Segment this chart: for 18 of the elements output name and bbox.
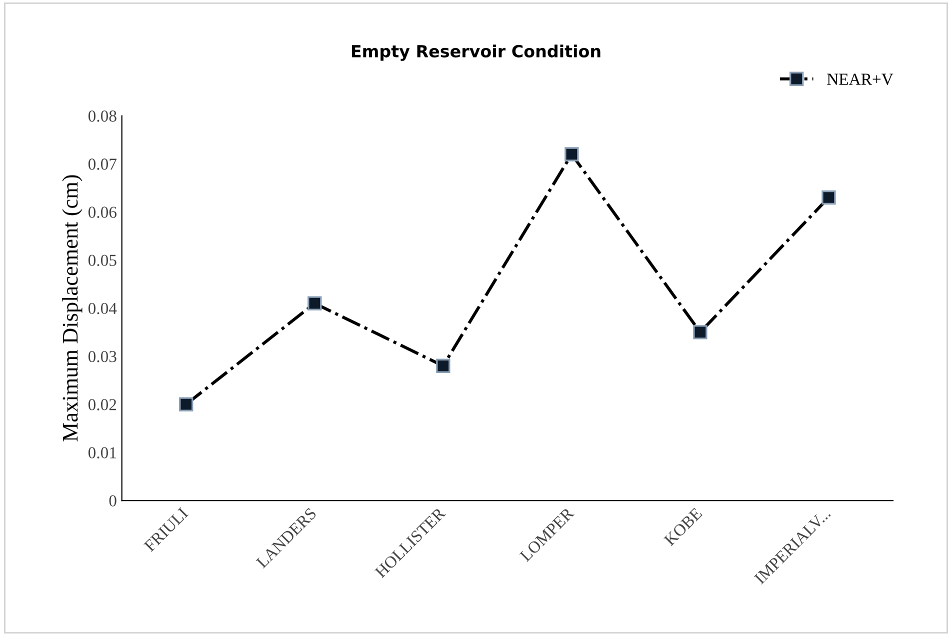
- chart-title: Empty Reservoir Condition: [352, 44, 600, 61]
- y-axis-title: Maximum Displacement (cm): [62, 175, 82, 442]
- point: [693, 325, 708, 340]
- y-tick-label: 0: [109, 495, 116, 506]
- legend-label: NEAR+V: [827, 74, 894, 85]
- point: [308, 296, 322, 310]
- y-tick-label: 0.07: [88, 158, 117, 170]
- y-tick-label: 0.04: [88, 302, 117, 314]
- point: [564, 147, 579, 162]
- y-tick-label: 0.08: [88, 110, 116, 122]
- y-tick-label: 0.03: [88, 350, 116, 362]
- y-tick-label: 0.05: [88, 254, 116, 266]
- y-tick-label: 0.02: [88, 399, 116, 410]
- y-tick-label: 0.06: [88, 206, 116, 218]
- y-tick-label: 0.01: [88, 447, 116, 458]
- point: [436, 358, 450, 373]
- point: [822, 190, 836, 205]
- point: [179, 397, 194, 412]
